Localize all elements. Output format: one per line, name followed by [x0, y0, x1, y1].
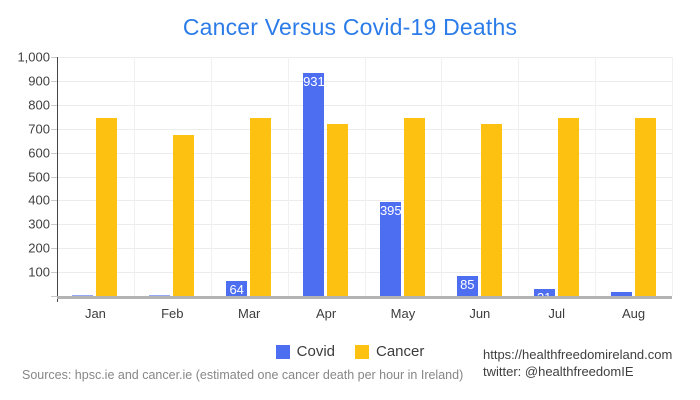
bar-cancer-apr	[327, 123, 349, 296]
bar-covid-jan	[72, 294, 94, 296]
y-axis-tick-label: 700	[28, 121, 50, 137]
y-axis-tick	[51, 272, 57, 274]
y-axis-tick-label: 300	[28, 216, 50, 232]
sources-note: Sources: hpsc.ie and cancer.ie (estimate…	[22, 368, 464, 382]
bar-cancer-mar	[250, 118, 272, 296]
y-axis-tick	[51, 224, 57, 226]
y-axis-tick-label: 400	[28, 192, 50, 208]
chart-title: Cancer Versus Covid-19 Deaths	[182, 14, 518, 40]
x-axis-label-jan: Jan	[84, 306, 106, 321]
y-axis-tick	[51, 104, 57, 106]
bar-cancer-may	[403, 118, 425, 296]
x-axis-label-mar: Mar	[237, 306, 261, 321]
y-axis-tick-label: 200	[28, 240, 50, 256]
chart-legend: Covid Cancer	[0, 343, 700, 360]
bar-value-label: 64	[229, 281, 244, 296]
bar-cancer-aug	[634, 118, 656, 296]
bar-value-label: 31	[534, 290, 555, 296]
y-axis-tick-label: 900	[28, 73, 50, 89]
bar-value-label: 85	[460, 276, 475, 292]
bar-cancer-jul	[557, 118, 579, 296]
bar-covid-aug	[610, 291, 632, 296]
x-gridline	[287, 57, 289, 296]
bar-value-label: 931	[303, 74, 325, 90]
legend-item-covid: Covid	[275, 343, 335, 360]
y-axis-tick	[51, 57, 57, 58]
y-axis-tick	[51, 152, 57, 154]
legend-label-cancer: Cancer	[376, 343, 425, 360]
y-axis-tick	[51, 248, 57, 250]
y-axis-tick-label: 500	[28, 169, 50, 184]
y-axis-tick	[51, 80, 57, 82]
attribution-links: https://healthfreedomireland.com twitter…	[483, 346, 672, 380]
y-axis-tick	[51, 128, 57, 130]
x-axis-label-apr: Apr	[315, 306, 337, 321]
x-gridline	[133, 57, 135, 296]
x-gridline	[518, 57, 520, 296]
y-axis-tick-label: 800	[28, 97, 50, 113]
legend-item-cancer: Cancer	[355, 343, 424, 360]
bar-cancer-feb	[173, 135, 195, 296]
cancer-color-swatch	[355, 344, 369, 359]
y-axis-tick-label: 600	[28, 145, 50, 161]
legend-label-covid: Covid	[296, 343, 335, 360]
y-axis-tick-label: 1,000	[17, 49, 50, 65]
bar-covid-may: 395	[379, 201, 401, 296]
x-axis-label-jul: Jul	[548, 306, 565, 321]
bar-value-label: 395	[379, 202, 401, 218]
x-gridline	[441, 57, 443, 296]
x-axis-label-aug: Aug	[621, 306, 646, 321]
y-axis-tick	[51, 296, 57, 297]
bar-covid-apr: 931	[303, 73, 325, 296]
bar-covid-feb	[149, 294, 171, 296]
twitter-handle[interactable]: twitter: @healthfreedomIE	[483, 364, 634, 379]
bar-covid-jul: 31	[533, 288, 555, 296]
website-link[interactable]: https://healthfreedomireland.com	[483, 347, 673, 362]
x-gridline	[364, 57, 366, 296]
x-axis-baseline	[57, 296, 672, 299]
y-axis-tick-label: 100	[28, 264, 50, 280]
y-axis-line	[57, 57, 58, 302]
x-gridline	[595, 57, 597, 296]
bar-covid-jun: 85	[456, 275, 478, 296]
y-axis-tick	[51, 200, 57, 202]
x-gridline	[672, 57, 673, 296]
x-axis-label-feb: Feb	[161, 306, 184, 321]
x-gridline	[210, 57, 212, 296]
bar-cancer-jan	[96, 118, 118, 296]
covid-color-swatch	[275, 344, 290, 359]
y-axis-tick	[51, 176, 57, 178]
bar-covid-mar: 64	[226, 280, 248, 296]
x-axis-label-may: May	[390, 306, 416, 321]
bar-cancer-jun	[480, 123, 502, 296]
x-axis-label-jun: Jun	[469, 306, 491, 321]
